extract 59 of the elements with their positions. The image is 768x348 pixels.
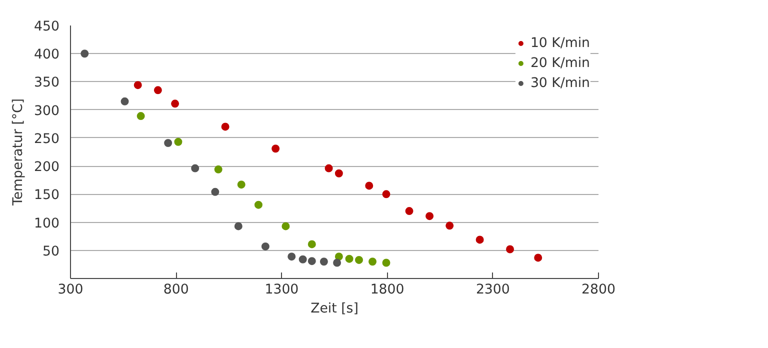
point	[134, 81, 142, 90]
point	[237, 180, 246, 189]
point	[154, 86, 162, 94]
point	[334, 169, 343, 178]
x-axis-title: Zeit [s]	[310, 302, 358, 316]
point	[171, 100, 180, 108]
legend-label: 30 K/min	[530, 76, 590, 90]
point	[254, 200, 262, 209]
y-tick-label: 350	[34, 76, 60, 91]
point	[221, 122, 230, 131]
y-tick-label: 300	[34, 104, 60, 119]
y-tick-label: 100	[34, 216, 60, 232]
point	[534, 254, 542, 262]
point	[476, 236, 484, 244]
x-tick-label: 1300	[264, 282, 299, 298]
point	[174, 138, 182, 146]
point	[234, 222, 242, 230]
y-tick-label: 450	[34, 20, 60, 34]
point	[272, 144, 280, 153]
point	[506, 245, 514, 254]
point	[120, 97, 129, 106]
x-tick-label: 800	[163, 282, 189, 298]
legend-label: 20 K/min	[530, 56, 590, 70]
point	[320, 258, 328, 266]
point	[382, 258, 390, 267]
y-tick-label: 50	[42, 244, 60, 260]
point	[261, 242, 270, 250]
x-tick-label: 2800	[582, 282, 616, 298]
point	[211, 188, 220, 196]
point	[80, 50, 89, 58]
legend-label: 10 K/min	[530, 36, 590, 50]
point	[382, 190, 390, 198]
point	[365, 182, 374, 190]
y-tick-label: 150	[34, 188, 60, 204]
point	[405, 207, 414, 216]
x-tick-label: 2300	[476, 282, 510, 298]
point	[164, 139, 172, 147]
point	[288, 252, 296, 261]
y-tick-label: 400	[34, 48, 60, 63]
point	[308, 240, 316, 248]
point	[214, 165, 222, 174]
point	[298, 255, 307, 264]
point	[282, 222, 290, 230]
point	[334, 252, 343, 261]
y-tick-label: 250	[34, 132, 60, 147]
x-tick-label: 1800	[370, 282, 404, 298]
x-tick-label: 300	[58, 282, 84, 298]
y-tick-label: 200	[34, 160, 60, 176]
point	[308, 257, 316, 266]
y-axis-title: Temperatur [°C]	[11, 98, 26, 207]
point	[333, 258, 342, 267]
point	[136, 112, 145, 120]
point	[324, 164, 333, 172]
point	[426, 212, 434, 220]
point	[446, 222, 454, 230]
point	[355, 256, 363, 264]
point	[345, 254, 354, 263]
point	[368, 258, 377, 266]
point	[191, 164, 200, 172]
